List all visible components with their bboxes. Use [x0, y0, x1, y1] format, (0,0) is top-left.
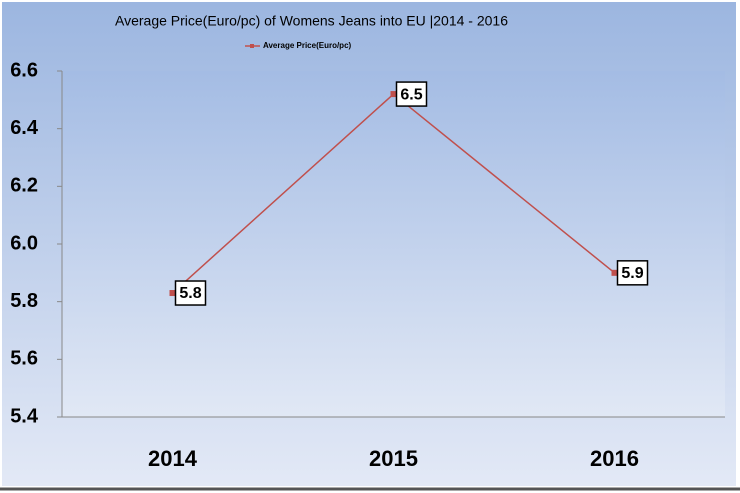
point — [390, 91, 397, 98]
value-label: 6.5 — [400, 86, 422, 103]
x-tick-label: 2015 — [369, 446, 418, 471]
chart-title: Average Price(Euro/pc) of Womens Jeans i… — [115, 13, 508, 29]
legend: Average Price(Euro/pc) — [245, 41, 352, 50]
legend-marker — [250, 44, 254, 48]
value-label-box — [616, 260, 649, 286]
legend-label: Average Price(Euro/pc) — [263, 41, 352, 50]
y-tick-label: 5.6 — [10, 348, 38, 370]
x-tick-label: 2014 — [148, 446, 198, 471]
y-tick-label: 6.2 — [10, 175, 38, 197]
plot-area — [62, 71, 725, 417]
y-tick-label: 6.4 — [10, 117, 39, 139]
value-label: 5.8 — [179, 285, 201, 302]
y-tick-label: 5.4 — [10, 405, 39, 427]
y-tick-label: 6.0 — [10, 232, 38, 254]
value-label-box — [174, 280, 207, 306]
y-tick-label: 6.6 — [10, 59, 38, 81]
x-tick-label: 2016 — [590, 446, 639, 471]
value-label: 5.9 — [621, 265, 643, 282]
y-tick-label: 5.8 — [10, 290, 38, 312]
value-label-box — [395, 81, 428, 107]
point — [611, 269, 618, 276]
point — [169, 290, 176, 297]
